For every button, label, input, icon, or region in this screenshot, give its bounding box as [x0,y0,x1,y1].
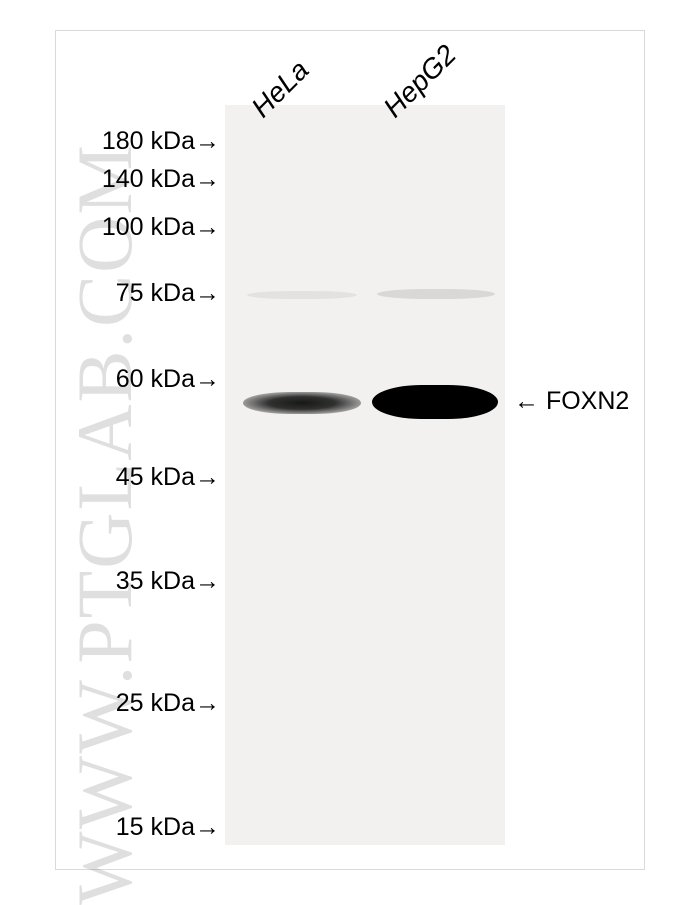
faint-band-hepg2-75 [377,289,495,299]
arrow-right-icon: → [195,463,220,492]
arrow-right-icon: → [195,567,220,596]
marker-text: 60 kDa [116,365,195,393]
band-hela-foxn2 [243,392,361,414]
marker-text: 15 kDa [116,813,195,841]
marker-text: 35 kDa [116,567,195,595]
marker-text: 180 kDa [102,127,195,155]
faint-band-hela-75 [247,291,357,299]
arrow-right-icon: → [195,279,220,308]
marker-15kda: 15 kDa→ [116,813,220,842]
marker-text: 75 kDa [116,279,195,307]
arrow-right-icon: → [195,689,220,718]
arrow-right-icon: → [195,213,220,242]
marker-140kda: 140 kDa→ [102,165,220,194]
marker-60kda: 60 kDa→ [116,365,220,394]
target-annotation-foxn2: ← FOXN2 [514,387,629,416]
marker-text: 140 kDa [102,165,195,193]
arrow-right-icon: → [195,165,220,194]
target-text: FOXN2 [546,387,629,415]
western-blot-membrane [225,105,505,845]
marker-text: 100 kDa [102,213,195,241]
marker-25kda: 25 kDa→ [116,689,220,718]
arrow-right-icon: → [195,365,220,394]
arrow-left-icon: ← [514,387,539,415]
marker-text: 45 kDa [116,463,195,491]
marker-35kda: 35 kDa→ [116,567,220,596]
band-hepg2-foxn2 [372,385,498,419]
marker-text: 25 kDa [116,689,195,717]
arrow-right-icon: → [195,813,220,842]
marker-75kda: 75 kDa→ [116,279,220,308]
marker-45kda: 45 kDa→ [116,463,220,492]
arrow-right-icon: → [195,127,220,156]
marker-180kda: 180 kDa→ [102,127,220,156]
marker-100kda: 100 kDa→ [102,213,220,242]
